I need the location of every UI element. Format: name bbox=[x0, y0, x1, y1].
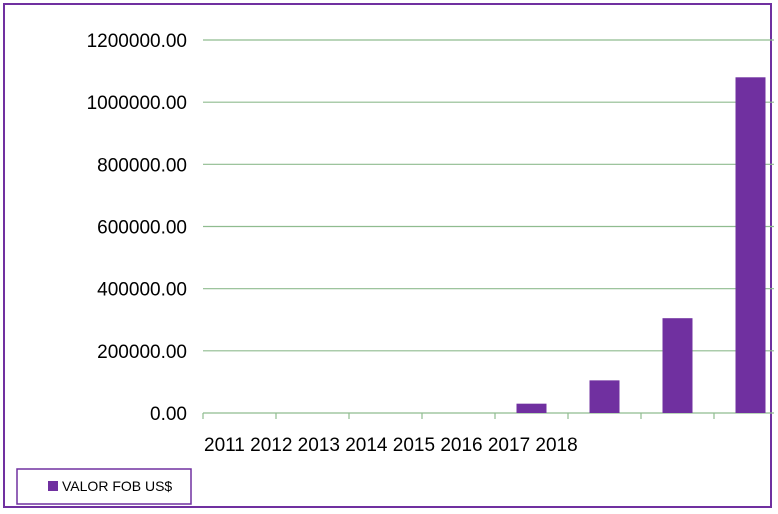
chart-frame: 0.00 200000.00 400000.00 600000.00 800000.00… bbox=[3, 3, 774, 508]
y-axis-tick-labels: 0.00 200000.00 400000.00 600000.00 800000.00… bbox=[87, 31, 187, 425]
y-tick-label: 1200000.00 bbox=[87, 31, 187, 52]
legend-box bbox=[16, 468, 192, 505]
y-tick-label: 0.00 bbox=[150, 404, 187, 425]
y-tick-label: 600000.00 bbox=[97, 218, 187, 239]
bars bbox=[516, 77, 766, 414]
x-axis-tick-labels: 2011 2012 2013 2014 2015 2016 2017 2018 bbox=[204, 435, 578, 456]
y-tick-label: 800000.00 bbox=[97, 155, 187, 176]
y-tick-label: 200000.00 bbox=[97, 342, 187, 363]
legend: VALOR FOB US$ bbox=[16, 468, 192, 505]
grid-lines bbox=[202, 39, 774, 419]
legend-label: VALOR FOB US$ bbox=[62, 478, 172, 494]
y-tick-label: 1000000.00 bbox=[87, 93, 187, 114]
bar bbox=[662, 318, 693, 413]
bar-chart: 0.00 200000.00 400000.00 600000.00 800000.00… bbox=[16, 31, 774, 505]
x-tick-labels: 2011 2012 2013 2014 2015 2016 2017 2018 bbox=[204, 435, 578, 456]
bar bbox=[516, 403, 547, 413]
legend-swatch bbox=[48, 481, 58, 491]
y-tick-label: 400000.00 bbox=[97, 280, 187, 301]
bar bbox=[589, 380, 620, 413]
bar bbox=[735, 77, 766, 414]
